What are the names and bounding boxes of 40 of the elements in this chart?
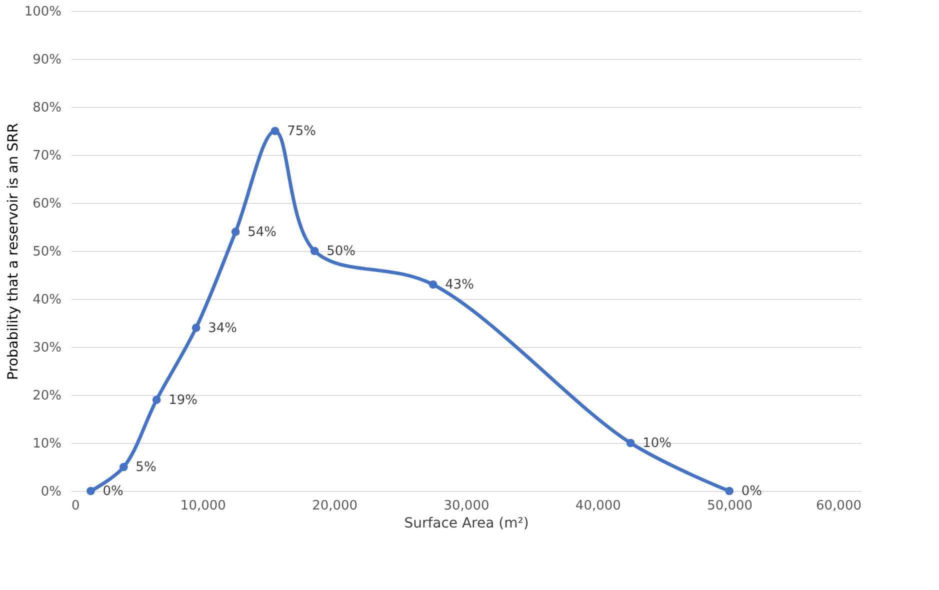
x-tick-label: 30,000	[444, 498, 490, 514]
point	[86, 486, 95, 496]
y-axis-title: Probability that a reservoir is an SRR	[5, 122, 22, 380]
x-tick-label: 50,000	[707, 498, 753, 514]
y-tick-label: 90%	[32, 52, 62, 68]
point	[270, 126, 280, 136]
point	[428, 280, 438, 289]
x-tick-label: 20,000	[312, 498, 358, 514]
data-label: 5%	[136, 460, 156, 475]
x-axis-title: Surface Area (m²)	[404, 516, 529, 532]
data-label: 19%	[168, 392, 198, 408]
y-tick-label: 100%	[24, 4, 62, 20]
data-label: 50%	[326, 244, 356, 259]
data-label: 75%	[287, 124, 316, 139]
point	[725, 486, 734, 496]
data-label: 34%	[208, 320, 237, 336]
y-tick-label: 40%	[32, 292, 62, 308]
y-tick-label: 80%	[32, 100, 62, 116]
x-tick-label: 60,000	[816, 498, 862, 514]
y-tick-label: 10%	[32, 436, 62, 452]
point	[119, 462, 128, 472]
point	[152, 396, 161, 404]
point	[310, 246, 319, 256]
y-tick-label: 50%	[32, 244, 62, 260]
data-label: 10%	[642, 436, 672, 451]
data-label: 54%	[248, 224, 276, 240]
x-tick-label: 40,000	[575, 498, 621, 514]
y-tick-label: 30%	[32, 340, 62, 356]
y-tick-label: 0%	[40, 484, 62, 500]
x-tick-label: 10,000	[180, 498, 226, 514]
data-label: 43%	[445, 278, 474, 293]
x-tick-label: 0	[72, 498, 80, 514]
point	[231, 228, 240, 236]
y-tick-label: 20%	[32, 388, 62, 404]
data-label: 0%	[102, 484, 124, 499]
point	[192, 324, 200, 332]
point	[626, 438, 635, 448]
y-tick-label: 70%	[32, 148, 62, 164]
y-tick-label: 60%	[32, 196, 62, 212]
data-label: 0%	[741, 484, 762, 499]
